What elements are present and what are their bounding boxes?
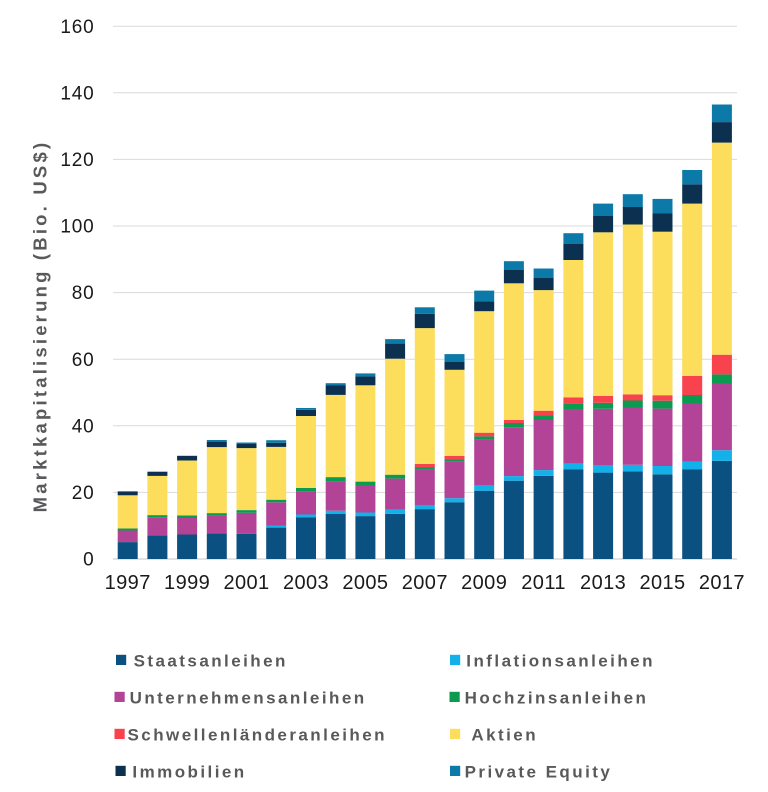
svg-text:Staatsanleihen: Staatsanleihen bbox=[134, 651, 288, 670]
svg-text:100: 100 bbox=[60, 217, 94, 238]
svg-text:Immobilien: Immobilien bbox=[132, 762, 246, 781]
svg-text:80: 80 bbox=[72, 283, 95, 304]
svg-text:2011: 2011 bbox=[521, 572, 566, 594]
svg-text:40: 40 bbox=[72, 416, 95, 437]
svg-text:Marktkapitalisierung (Bio. US$: Marktkapitalisierung (Bio. US$) bbox=[30, 140, 51, 513]
svg-text:2003: 2003 bbox=[283, 572, 329, 594]
svg-text:2007: 2007 bbox=[402, 572, 448, 594]
svg-text:1997: 1997 bbox=[105, 572, 151, 594]
svg-text:2009: 2009 bbox=[461, 572, 507, 594]
svg-text:140: 140 bbox=[60, 83, 94, 104]
svg-text:160: 160 bbox=[60, 17, 94, 38]
svg-text:Aktien: Aktien bbox=[471, 725, 538, 744]
svg-text:0: 0 bbox=[83, 550, 94, 571]
svg-text:Unternehmensanleihen: Unternehmensanleihen bbox=[130, 688, 367, 707]
svg-text:Inflationsanleihen: Inflationsanleihen bbox=[466, 651, 655, 670]
svg-text:2001: 2001 bbox=[223, 572, 269, 594]
svg-text:Schwellenländeranleihen: Schwellenländeranleihen bbox=[128, 725, 387, 744]
svg-text:1999: 1999 bbox=[164, 572, 210, 594]
svg-text:60: 60 bbox=[72, 350, 95, 371]
svg-text:Private Equity: Private Equity bbox=[465, 762, 613, 781]
svg-text:2005: 2005 bbox=[342, 572, 388, 594]
svg-text:2017: 2017 bbox=[699, 572, 745, 594]
svg-text:120: 120 bbox=[60, 150, 94, 171]
svg-text:20: 20 bbox=[72, 483, 95, 504]
svg-text:2013: 2013 bbox=[580, 572, 626, 594]
svg-text:2015: 2015 bbox=[639, 572, 685, 594]
svg-text:Hochzinsanleihen: Hochzinsanleihen bbox=[465, 688, 649, 707]
